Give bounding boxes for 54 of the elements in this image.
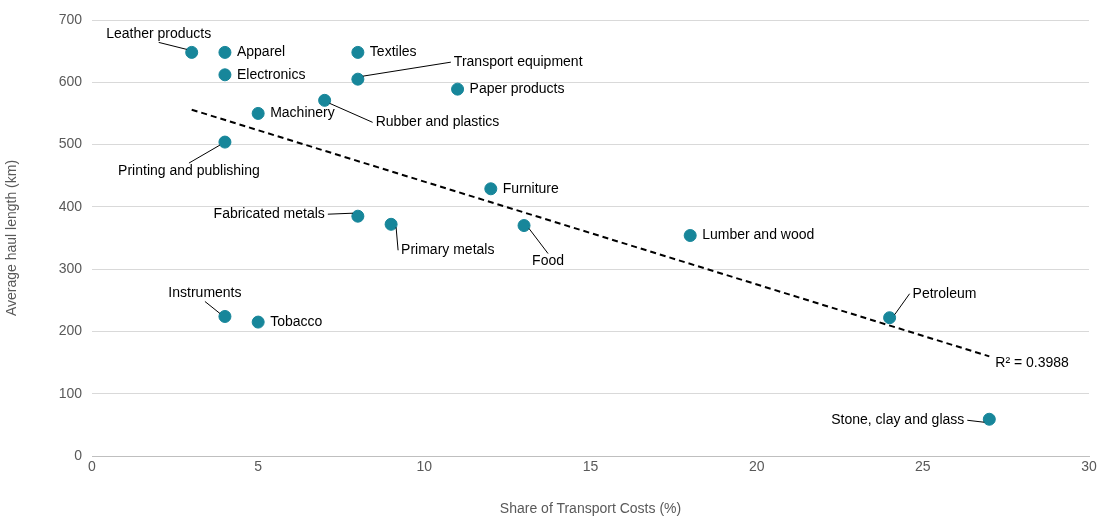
point xyxy=(185,45,199,59)
x-tick-label: 0 xyxy=(88,458,97,475)
annotation: Furniture xyxy=(502,179,560,196)
point xyxy=(351,45,365,59)
annotation: Tobacco xyxy=(270,312,323,329)
point xyxy=(883,311,897,325)
annotation: Printing and publishing xyxy=(118,161,260,178)
point xyxy=(218,135,232,149)
annotation: Textiles xyxy=(369,43,417,60)
point xyxy=(218,45,232,59)
point xyxy=(218,68,232,82)
x-tick-label: 10 xyxy=(416,458,433,475)
x-axis-title: Share of Transport Costs (%) xyxy=(499,500,682,517)
annotation: Transport equipment xyxy=(453,53,583,70)
y-tick-label: 500 xyxy=(58,135,83,152)
point xyxy=(218,309,232,323)
annotation: Petroleum xyxy=(912,284,977,301)
point xyxy=(384,217,398,231)
annotation: R² = 0.3988 xyxy=(995,354,1070,371)
y-tick-label: 100 xyxy=(58,384,83,401)
point xyxy=(318,93,332,107)
annotation: Leather products xyxy=(106,25,212,42)
annotation: Rubber and plastics xyxy=(375,113,500,130)
annotation: Food xyxy=(532,252,564,269)
y-tick-label: 600 xyxy=(58,73,83,90)
annotation: Instruments xyxy=(168,284,242,301)
annotation: Lumber and wood xyxy=(702,226,815,243)
x-tick-label: 15 xyxy=(582,458,599,475)
y-tick-label: 400 xyxy=(58,197,83,214)
annotation: Fabricated metals xyxy=(213,205,325,222)
x-tick-label: 25 xyxy=(915,458,931,475)
point xyxy=(517,219,531,233)
annotation: Electronics xyxy=(236,65,306,82)
y-tick-label: 700 xyxy=(58,10,83,27)
point xyxy=(683,229,697,243)
point xyxy=(351,209,365,223)
point xyxy=(251,106,265,120)
point xyxy=(451,82,465,96)
annotation: Stone, clay and glass xyxy=(831,411,965,428)
point xyxy=(251,315,265,329)
annotation: Apparel xyxy=(236,43,286,60)
point xyxy=(351,72,365,86)
y-tick-label: 200 xyxy=(58,322,83,339)
x-tick-label: 5 xyxy=(254,458,263,475)
y-tick-label: 300 xyxy=(58,260,83,276)
annotation: Machinery xyxy=(270,104,335,121)
annotation: Paper products xyxy=(469,80,565,96)
point xyxy=(484,182,498,196)
x-tick-label: 20 xyxy=(748,458,765,475)
y-tick-label: 0 xyxy=(74,446,83,463)
point xyxy=(982,412,996,426)
annotation: Primary metals xyxy=(401,241,495,258)
x-tick-label: 30 xyxy=(1081,458,1097,475)
y-axis-title: Average haul length (km) xyxy=(3,159,20,317)
